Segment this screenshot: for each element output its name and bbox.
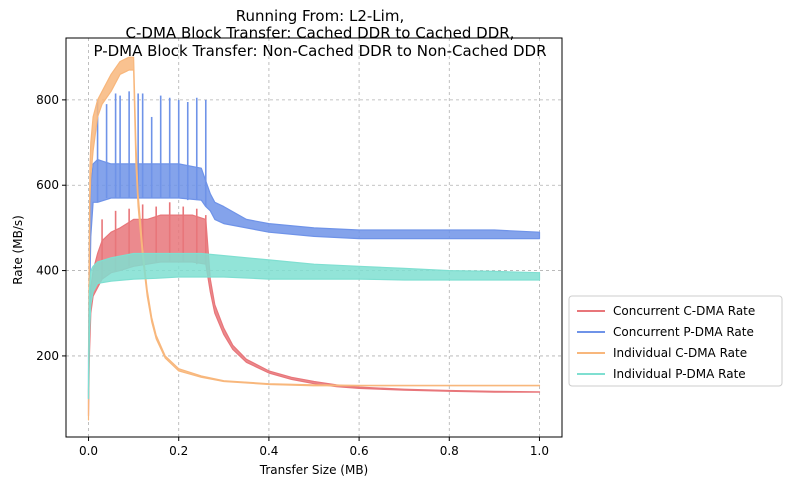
- y-tick-label: 200: [36, 349, 59, 363]
- legend: Concurrent C-DMA Rate Concurrent P-DMA Ra…: [568, 295, 783, 387]
- y-tick-label: 400: [36, 264, 59, 278]
- legend-item: Concurrent C-DMA Rate: [577, 304, 755, 318]
- chart-title-line-3: P-DMA Block Transfer: Non-Cached DDR to …: [93, 42, 546, 60]
- x-tick-label: 0.2: [169, 444, 188, 458]
- legend-label: Individual P-DMA Rate: [613, 367, 746, 381]
- legend-label: Concurrent P-DMA Rate: [613, 325, 754, 339]
- series-band: [87, 159, 541, 400]
- series-band: [87, 252, 541, 400]
- x-tick-label: 0.8: [440, 444, 459, 458]
- legend-item: Concurrent P-DMA Rate: [577, 325, 754, 339]
- ticks: 0.0 0.2 0.4 0.6 0.8 1.0 200 400 600 800: [36, 93, 549, 458]
- chart-title-line-1: Running From: L2-Lim,: [236, 7, 404, 25]
- plot-frame: [65, 37, 563, 438]
- x-tick-label: 1.0: [530, 444, 549, 458]
- y-tick-label: 600: [36, 178, 59, 192]
- y-axis-label: Rate (MB/s): [11, 215, 25, 285]
- series-band: [87, 56, 541, 421]
- legend-item: Individual C-DMA Rate: [577, 346, 747, 360]
- series-4: [87, 252, 541, 400]
- y-tick-label: 800: [36, 93, 59, 107]
- legend-frame: [568, 295, 783, 387]
- series-3: [87, 56, 541, 421]
- x-tick-label: 0.4: [259, 444, 278, 458]
- series-layer: [87, 56, 541, 421]
- legend-label: Concurrent C-DMA Rate: [613, 304, 755, 318]
- chart-title: Running From: L2-Lim, C-DMA Block Transf…: [93, 7, 546, 60]
- x-tick-label: 0.0: [79, 444, 98, 458]
- legend-item: Individual P-DMA Rate: [577, 367, 746, 381]
- x-tick-label: 0.6: [350, 444, 369, 458]
- x-axis-label: Transfer Size (MB): [259, 463, 368, 477]
- chart-title-line-2: C-DMA Block Transfer: Cached DDR to Cach…: [126, 24, 515, 42]
- legend-label: Individual C-DMA Rate: [613, 346, 747, 360]
